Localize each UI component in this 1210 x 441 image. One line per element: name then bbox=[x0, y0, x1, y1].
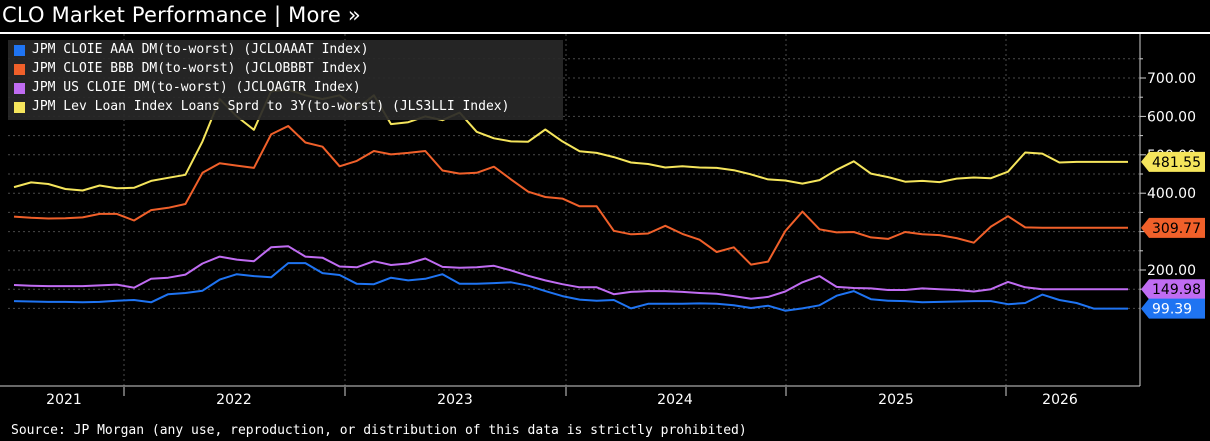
legend-label-us-cloie: JPM US CLOIE DM(to-worst) (JCLOAGTR Inde… bbox=[32, 80, 361, 95]
last-value-tag-lev-loan-text: 481.55 bbox=[1152, 155, 1201, 171]
title-bar: CLO Market Performance | More » bbox=[0, 0, 1210, 34]
x-tick-label: 2023 bbox=[437, 392, 473, 408]
x-tick-label: 2024 bbox=[657, 392, 693, 408]
x-tick-label: 2026 bbox=[1042, 392, 1078, 408]
last-value-tag-aaa-text: 99.39 bbox=[1152, 302, 1192, 318]
y-tick-label: 600.00 bbox=[1147, 109, 1196, 125]
grid-lines bbox=[8, 34, 1140, 386]
legend-swatch-us-cloie bbox=[14, 83, 25, 94]
last-value-tag-bbb-text: 309.77 bbox=[1152, 221, 1201, 237]
last-value-tag-aaa: 99.39 bbox=[1141, 298, 1205, 319]
legend: JPM CLOIE AAA DM(to-worst) (JCLOAAAT Ind… bbox=[8, 40, 563, 120]
y-tick-label: 400.00 bbox=[1147, 186, 1196, 202]
legend-label-bbb: JPM CLOIE BBB DM(to-worst) (JCLOBBBT Ind… bbox=[32, 61, 369, 76]
x-tick-label: 2022 bbox=[216, 392, 252, 408]
series-line-aaa bbox=[13, 262, 1128, 312]
title-divider bbox=[0, 32, 1210, 34]
series-line-us-cloie bbox=[13, 245, 1128, 300]
series-lines bbox=[13, 88, 1128, 312]
last-value-tag-bbb-shape bbox=[1141, 217, 1205, 238]
legend-swatch-aaa bbox=[14, 45, 25, 56]
y-tick-label: 700.00 bbox=[1147, 71, 1196, 87]
series-line-bbb bbox=[13, 125, 1128, 266]
source-note: Source: JP Morgan (any use, reproduction… bbox=[11, 423, 747, 438]
x-tick-label: 2021 bbox=[46, 392, 82, 408]
legend-swatch-lev-loan bbox=[14, 102, 25, 113]
axes bbox=[0, 34, 1146, 396]
tick-labels: 202120222023202420252026200.00300.00400.… bbox=[46, 71, 1196, 408]
y-tick-label: 200.00 bbox=[1147, 263, 1196, 279]
last-value-tags: 481.55 309.77 149.98 99.39 bbox=[1141, 151, 1205, 319]
series-line-lev-loan bbox=[13, 88, 1128, 192]
last-value-tag-us-cloie: 149.98 bbox=[1141, 279, 1205, 300]
last-value-tag-lev-loan-shape bbox=[1141, 151, 1205, 172]
last-value-tag-aaa-shape bbox=[1141, 298, 1205, 319]
legend-swatch-bbb bbox=[14, 64, 25, 75]
last-value-tag-lev-loan: 481.55 bbox=[1141, 151, 1205, 172]
page-title[interactable]: CLO Market Performance | More » bbox=[2, 3, 361, 27]
x-tick-label: 2025 bbox=[878, 392, 914, 408]
last-value-tag-us-cloie-shape bbox=[1141, 279, 1205, 300]
line-chart: 202120222023202420252026200.00300.00400.… bbox=[0, 34, 1205, 408]
legend-label-aaa: JPM CLOIE AAA DM(to-worst) (JCLOAAAT Ind… bbox=[32, 42, 369, 57]
last-value-tag-us-cloie-text: 149.98 bbox=[1152, 282, 1201, 298]
legend-label-lev-loan: JPM Lev Loan Index Loans Sprd to 3Y(to-w… bbox=[32, 99, 510, 114]
last-value-tag-bbb: 309.77 bbox=[1141, 217, 1205, 238]
